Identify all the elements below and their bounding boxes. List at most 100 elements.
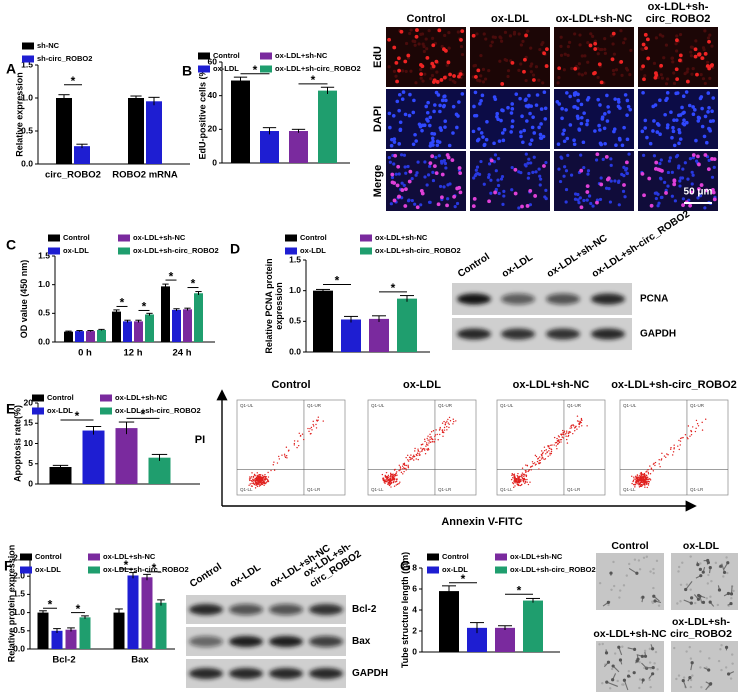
micrograph [638, 151, 718, 211]
dapi-nucleus [538, 136, 543, 140]
flow-event [256, 472, 258, 474]
flow-event [516, 474, 518, 477]
dapi-nucleus [598, 128, 602, 132]
significance-label: * [120, 296, 125, 310]
dapi-nucleus [677, 128, 681, 132]
flow-event [392, 474, 395, 477]
flow-event [533, 462, 536, 464]
flow-event [405, 456, 407, 459]
error-bar [233, 76, 248, 84]
flow-event [686, 436, 688, 439]
dapi-nucleus [625, 98, 630, 103]
dapi-nucleus [531, 115, 535, 119]
edu-nucleus [445, 203, 449, 208]
flow-event [261, 476, 264, 478]
flow-event [255, 484, 258, 486]
flow-event [547, 445, 549, 447]
nucleus [443, 161, 448, 166]
dapi-nucleus [413, 132, 417, 137]
edu-nucleus [585, 190, 590, 194]
dapi-nucleus [703, 114, 708, 119]
edu-nucleus [460, 29, 465, 34]
flow-event [574, 430, 576, 432]
cell [691, 674, 694, 677]
flow-event [557, 439, 560, 441]
edu-nucleus [545, 47, 549, 52]
y-tick-label: 60 [208, 56, 218, 66]
nucleus [666, 170, 671, 175]
flow-event [392, 481, 395, 484]
cell [689, 678, 693, 682]
flow-event [525, 471, 527, 474]
flow-event [255, 479, 258, 482]
error-bar [498, 625, 512, 630]
edu-nucleus [611, 31, 616, 36]
bar [439, 591, 459, 652]
y-tick-label: 20 [208, 124, 218, 134]
nucleus [559, 35, 563, 39]
flow-event [545, 453, 547, 455]
legend-label: Control [35, 552, 62, 561]
flow-event [637, 478, 639, 480]
error-bar [98, 328, 105, 331]
flow-event [256, 485, 259, 488]
scale-bar-label: 50 μm [684, 187, 713, 198]
flow-event [310, 432, 312, 435]
flow-event [534, 454, 537, 457]
edu-nucleus [532, 78, 536, 82]
cell [714, 561, 718, 565]
edu-nucleus [579, 205, 584, 210]
flow-event [553, 444, 555, 446]
nucleus [598, 47, 602, 52]
cell [652, 586, 655, 590]
blot-band [269, 668, 303, 679]
tube-node [684, 587, 688, 592]
dapi-nucleus [543, 106, 548, 111]
dapi-nucleus [447, 143, 452, 148]
flow-event [249, 479, 251, 481]
nucleus [703, 81, 707, 86]
nucleus [607, 186, 611, 191]
edu-nucleus [656, 167, 661, 172]
dapi-nucleus [693, 108, 697, 112]
dapi-nucleus [501, 138, 506, 143]
flow-event [636, 474, 639, 476]
flow-event [633, 476, 635, 478]
nucleus [609, 34, 613, 38]
y-tick-label: 2 [412, 625, 417, 635]
nucleus [576, 198, 580, 202]
nucleus [563, 52, 567, 56]
edu-nucleus [645, 37, 650, 42]
flow-event [558, 440, 560, 442]
nucleus [596, 75, 600, 80]
nucleus [455, 201, 460, 206]
edu-nucleus [644, 46, 648, 51]
tube-node [652, 594, 656, 598]
flow-event [560, 434, 563, 436]
nucleus [526, 161, 530, 165]
flow-event [563, 431, 565, 434]
cell [607, 603, 610, 607]
legend-swatch [198, 65, 210, 73]
flow-event [530, 469, 532, 471]
dapi-nucleus [428, 123, 432, 128]
nucleus [524, 164, 528, 168]
dapi-nucleus [438, 126, 443, 130]
dapi-nucleus [585, 122, 589, 127]
flow-event [259, 484, 262, 486]
flow-event [385, 479, 387, 481]
flow-event [521, 467, 524, 469]
flow-event [690, 429, 692, 432]
cell [689, 555, 692, 558]
legend-label: ox-LDL+sh-circ_ROBO2 [103, 565, 189, 574]
nucleus [712, 165, 716, 169]
edu-nucleus [524, 33, 529, 38]
flow-event [640, 483, 643, 486]
tube-image-label-box: Control [611, 540, 648, 552]
flow-event [382, 477, 385, 479]
flow-event [558, 436, 560, 438]
dapi-nucleus [411, 142, 416, 147]
error-bar [130, 95, 142, 100]
nucleus [654, 196, 658, 201]
flow-event [395, 480, 398, 483]
